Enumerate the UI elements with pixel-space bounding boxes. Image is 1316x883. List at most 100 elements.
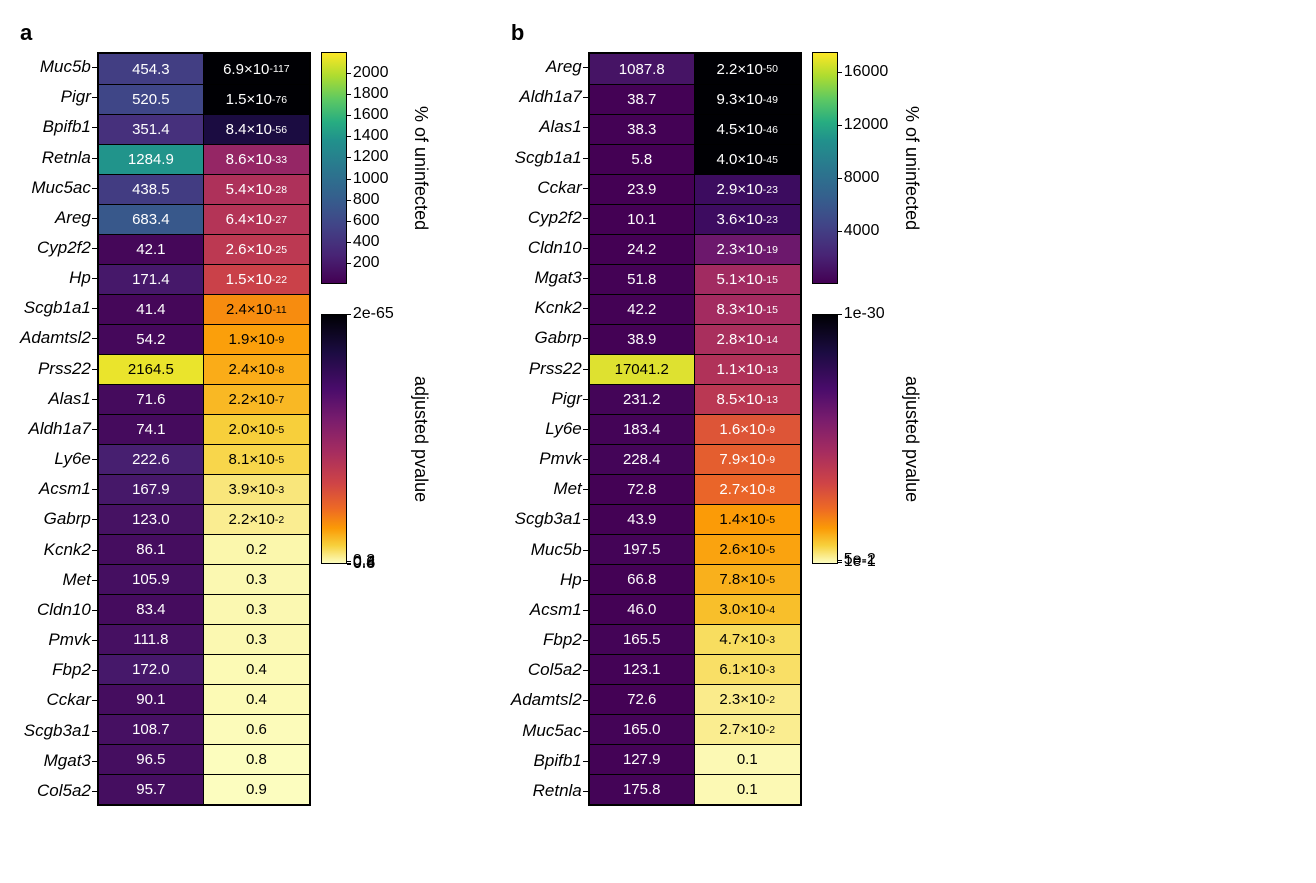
legend-tick: 4000 — [844, 223, 880, 239]
gene-label: Col5a2 — [20, 776, 91, 806]
gene-label: Areg — [511, 52, 582, 82]
pct-cell: 520.5 — [99, 84, 204, 114]
pvalue-cell: 6.1×10-3 — [695, 654, 800, 684]
panel-b: bAregAldh1a7Alas1Scgb1a1CckarCyp2f2Cldn1… — [511, 20, 922, 806]
pct-ticks: 160001200080004000 — [840, 52, 895, 284]
gene-label: Hp — [20, 263, 91, 293]
pct-cell: 72.8 — [590, 474, 695, 504]
pvalue-cell: 4.5×10-46 — [695, 114, 800, 144]
pvalue-cell: 5.1×10-15 — [695, 264, 800, 294]
pct-cell: 41.4 — [99, 294, 204, 324]
pct-cell: 683.4 — [99, 204, 204, 234]
legend-tick: 1e-30 — [844, 306, 885, 322]
pvalue-cell: 7.8×10-5 — [695, 564, 800, 594]
pct-ticks: 200018001600140012001000800600400200 — [349, 52, 404, 284]
gene-label: Bpifb1 — [511, 746, 582, 776]
gene-label: Muc5ac — [20, 173, 91, 203]
pct-cell: 71.6 — [99, 384, 204, 414]
gene-label: Mgat3 — [20, 746, 91, 776]
pct-cell: 183.4 — [590, 414, 695, 444]
pct-colorbar — [812, 52, 838, 284]
legend-tick: 1e-1 — [844, 554, 876, 570]
pvalue-cell: 2.2×10-50 — [695, 54, 800, 84]
pct-cell: 96.5 — [99, 744, 204, 774]
pvalue-ticks: 2e-650.20.40.60.8 — [349, 314, 404, 564]
pct-cell: 222.6 — [99, 444, 204, 474]
pct-cell: 51.8 — [590, 264, 695, 294]
pct-cell: 1087.8 — [590, 54, 695, 84]
pvalue-cell: 2.7×10-2 — [695, 714, 800, 744]
pvalue-cell: 2.7×10-8 — [695, 474, 800, 504]
pvalue-cell: 0.8 — [204, 744, 309, 774]
pvalue-cell: 0.3 — [204, 624, 309, 654]
gene-label: Pigr — [511, 384, 582, 414]
legend-tick: 400 — [353, 234, 380, 250]
legend-tick: 16000 — [844, 64, 889, 80]
pvalue-cell: 2.0×10-5 — [204, 414, 309, 444]
legend-tick: 600 — [353, 213, 380, 229]
pct-cell: 167.9 — [99, 474, 204, 504]
gene-label: Retnla — [511, 776, 582, 806]
pct-cell: 38.3 — [590, 114, 695, 144]
pct-cell: 2164.5 — [99, 354, 204, 384]
pct-cell: 111.8 — [99, 624, 204, 654]
gene-label: Cyp2f2 — [20, 233, 91, 263]
gene-label: Scgb3a1 — [511, 504, 582, 534]
pvalue-cell: 8.1×10-5 — [204, 444, 309, 474]
gene-label: Retnla — [20, 143, 91, 173]
pct-cell: 23.9 — [590, 174, 695, 204]
pct-cell: 46.0 — [590, 594, 695, 624]
gene-label-column: Muc5bPigrBpifb1RetnlaMuc5acAregCyp2f2HpS… — [20, 52, 97, 806]
gene-label: Cldn10 — [511, 233, 582, 263]
pct-colorbar — [321, 52, 347, 284]
pvalue-cell: 0.4 — [204, 684, 309, 714]
gene-label: Mgat3 — [511, 263, 582, 293]
pvalue-cell: 0.3 — [204, 594, 309, 624]
pvalue-cell: 0.4 — [204, 654, 309, 684]
gene-label: Fbp2 — [20, 655, 91, 685]
pct-cell: 105.9 — [99, 564, 204, 594]
pvalue-cell: 6.4×10-27 — [204, 204, 309, 234]
pvalue-cell: 6.9×10-117 — [204, 54, 309, 84]
legend-tick: 800 — [353, 192, 380, 208]
pvalue-cell: 8.4×10-56 — [204, 114, 309, 144]
pct-cell: 10.1 — [590, 204, 695, 234]
pvalue-colorbar — [321, 314, 347, 564]
pct-cell: 5.8 — [590, 144, 695, 174]
pvalue-cell: 8.3×10-15 — [695, 294, 800, 324]
pct-cell: 228.4 — [590, 444, 695, 474]
pvalue-cell: 9.3×10-49 — [695, 84, 800, 114]
gene-label: Cyp2f2 — [511, 203, 582, 233]
pvalue-cell: 2.4×10-11 — [204, 294, 309, 324]
pvalue-cell: 2.6×10-5 — [695, 534, 800, 564]
gene-label: Scgb1a1 — [511, 143, 582, 173]
legend-tick: 200 — [353, 255, 380, 271]
pvalue-cell: 2.2×10-2 — [204, 504, 309, 534]
pct-cell: 351.4 — [99, 114, 204, 144]
pvalue-cell: 0.6 — [204, 714, 309, 744]
pct-legend-title: % of uninfected — [404, 52, 431, 284]
pvalue-cell: 1.9×10-9 — [204, 324, 309, 354]
pvalue-cell: 1.5×10-22 — [204, 264, 309, 294]
pct-cell: 24.2 — [590, 234, 695, 264]
pvalue-cell: 0.2 — [204, 534, 309, 564]
panel-a: aMuc5bPigrBpifb1RetnlaMuc5acAregCyp2f2Hp… — [20, 20, 431, 806]
pvalue-cell: 1.5×10-76 — [204, 84, 309, 114]
pvalue-cell: 5.4×10-28 — [204, 174, 309, 204]
pct-cell: 1284.9 — [99, 144, 204, 174]
pvalue-ticks: 1e-305e-21e-1 — [840, 314, 895, 564]
panel-label: b — [511, 20, 524, 46]
gene-label: Prss22 — [511, 354, 582, 384]
gene-label: Alas1 — [20, 384, 91, 414]
pct-cell: 438.5 — [99, 174, 204, 204]
gene-label: Kcnk2 — [511, 293, 582, 323]
pct-cell: 165.0 — [590, 714, 695, 744]
gene-label: Muc5b — [20, 52, 91, 82]
gene-label: Kcnk2 — [20, 535, 91, 565]
gene-label: Cckar — [511, 173, 582, 203]
pct-cell: 38.9 — [590, 324, 695, 354]
gene-label: Adamtsl2 — [511, 685, 582, 715]
legend-tick: 1400 — [353, 128, 389, 144]
pvalue-cell: 3.0×10-4 — [695, 594, 800, 624]
pct-cell: 17041.2 — [590, 354, 695, 384]
